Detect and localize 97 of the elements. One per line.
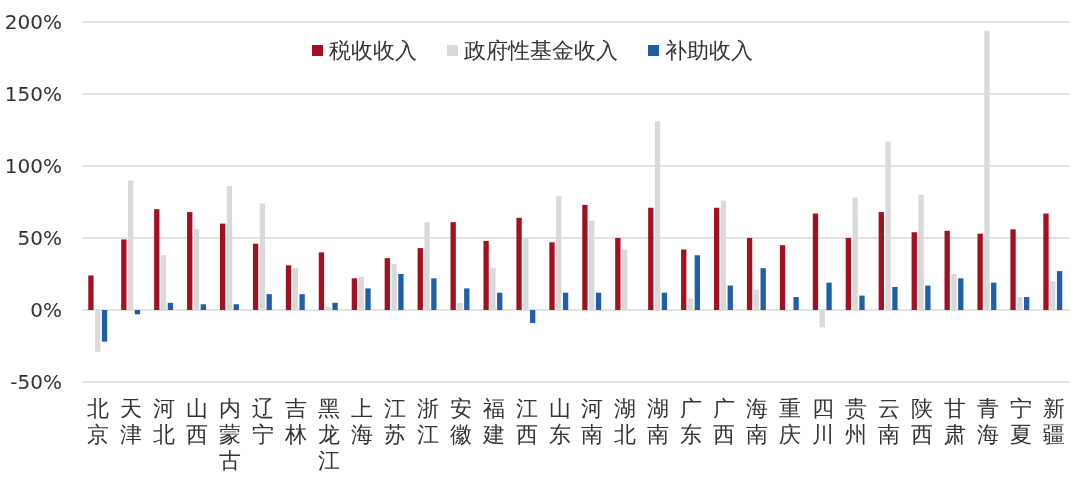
y-tick-label: 200% <box>4 10 62 34</box>
bar <box>252 243 259 310</box>
x-tick-label: 辽宁 <box>252 396 275 447</box>
x-tick-label: 河北 <box>153 396 176 447</box>
bar <box>101 310 108 342</box>
bar <box>187 212 193 310</box>
bar <box>1010 229 1016 310</box>
x-tick-label: 甘肃 <box>943 396 966 447</box>
x-tick-label: 内蒙古 <box>219 396 242 473</box>
x-tick-label: 山东 <box>548 396 571 447</box>
bar <box>318 252 325 310</box>
x-tick-label: 广东 <box>680 396 703 447</box>
bar <box>285 265 292 310</box>
x-tick-label: 河南 <box>581 396 604 447</box>
bar <box>233 304 239 310</box>
x-tick-label: 广西 <box>713 396 736 447</box>
bar <box>483 240 489 310</box>
bar <box>977 233 983 310</box>
bar <box>793 297 799 310</box>
bar <box>944 230 950 310</box>
x-tick-label: 天津 <box>120 396 143 447</box>
x-tick-label: 陕西 <box>910 396 933 447</box>
legend-label: 政府性基金收入 <box>464 38 618 63</box>
bar <box>694 255 700 310</box>
legend-label: 税收收入 <box>329 38 417 63</box>
x-tick-label: 重庆 <box>779 396 802 447</box>
x-tick-label: 宁夏 <box>1009 396 1032 447</box>
bar <box>582 204 588 310</box>
x-tick-label: 安徽 <box>449 396 472 447</box>
x-tick-label: 浙江 <box>416 396 439 447</box>
bar <box>911 232 917 310</box>
bar <box>266 294 272 310</box>
legend-label: 补助收入 <box>665 38 753 63</box>
bar <box>845 238 852 310</box>
x-tick-label: 贵州 <box>844 396 867 447</box>
bar <box>826 282 832 310</box>
bar <box>991 282 997 310</box>
bar <box>760 268 766 310</box>
bar <box>332 302 338 310</box>
bar <box>1043 213 1049 310</box>
bar <box>681 249 687 310</box>
bar <box>200 304 206 310</box>
y-tick-label: 150% <box>4 82 62 106</box>
bar <box>351 278 358 310</box>
y-tick-label: 0% <box>30 298 62 322</box>
x-tick-label: 上海 <box>350 396 373 447</box>
bar <box>779 245 786 310</box>
bar <box>219 223 226 310</box>
bar <box>615 238 621 310</box>
bar <box>417 248 423 310</box>
bar <box>299 294 305 310</box>
bar <box>431 278 437 310</box>
bar <box>812 213 819 310</box>
bar <box>398 274 404 310</box>
bar <box>121 239 127 310</box>
bar <box>167 302 174 310</box>
x-tick-label: 黑龙江 <box>318 396 340 473</box>
bar <box>1024 297 1030 310</box>
x-tick-label: 江苏 <box>383 396 406 447</box>
x-tick-label: 湖北 <box>614 396 637 447</box>
bar <box>648 207 654 310</box>
bar <box>154 209 160 310</box>
bar <box>516 217 522 310</box>
bar <box>892 286 898 310</box>
y-tick-label: 100% <box>4 154 62 178</box>
bar <box>859 295 865 310</box>
bar <box>88 275 94 310</box>
bar <box>746 238 753 310</box>
bar <box>925 285 931 310</box>
y-tick-label: 50% <box>17 226 62 250</box>
bar <box>1056 271 1063 310</box>
x-tick-label: 云南 <box>877 396 900 447</box>
bar <box>497 292 503 310</box>
bar <box>727 285 733 310</box>
bar <box>713 207 720 310</box>
x-tick-label: 新疆 <box>1042 396 1065 447</box>
bar <box>562 292 569 310</box>
x-tick-label: 湖南 <box>647 396 670 447</box>
bar <box>450 222 456 310</box>
x-tick-label: 海南 <box>746 396 769 447</box>
bar <box>384 258 390 310</box>
x-tick-label: 四川 <box>812 396 834 447</box>
x-tick-label: 北京 <box>87 396 110 447</box>
x-tick-label: 吉林 <box>284 396 308 447</box>
bar <box>365 288 371 310</box>
bar <box>549 242 555 310</box>
x-tick-label: 福建 <box>481 396 505 447</box>
bar <box>464 288 470 310</box>
bar <box>530 310 536 323</box>
bar <box>595 292 602 310</box>
x-tick-label: 青海 <box>976 396 999 447</box>
x-tick-label: 山西 <box>186 396 209 447</box>
bar <box>878 212 884 310</box>
x-tick-label: 江西 <box>515 396 538 447</box>
y-tick-label: -50% <box>10 370 62 394</box>
bar <box>958 278 964 310</box>
bar <box>661 292 668 310</box>
